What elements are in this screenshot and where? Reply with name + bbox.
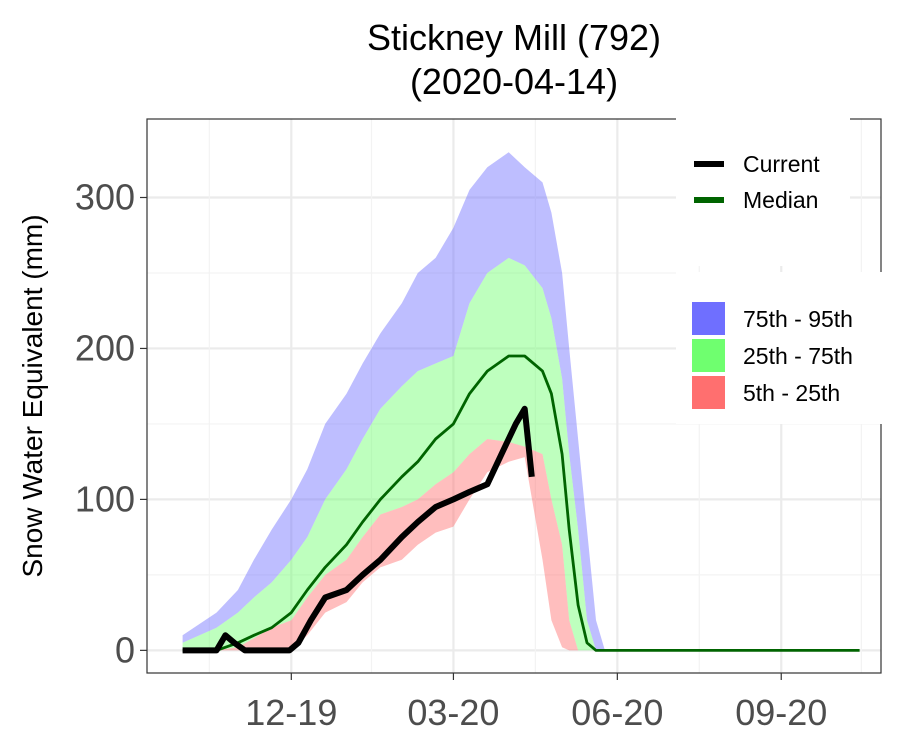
chart-title-group: Stickney Mill (792) (2020-04-14) — [367, 17, 661, 102]
chart-title: Stickney Mill (792) — [367, 17, 661, 58]
legend-label: 75th - 95th — [743, 306, 853, 332]
legend-label: Current — [743, 151, 820, 177]
legend-label: 25th - 75th — [743, 343, 853, 369]
y-axis-ticks: 0 100 200 300 — [75, 176, 147, 670]
y-tick-label: 0 — [115, 629, 135, 670]
legend-key-swatch — [692, 339, 725, 372]
y-axis-label: Snow Water Equivalent (mm) — [17, 214, 48, 577]
legend-label: Median — [743, 187, 818, 213]
series-lines — [182, 354, 860, 654]
legend-label: 5th - 25th — [743, 380, 840, 406]
x-tick-label: 12-19 — [245, 692, 337, 733]
band-75th-95th — [182, 152, 860, 651]
median-line — [182, 354, 860, 652]
legend: Current Median 75th - 95th 25th - 75th 5th -… — [676, 118, 886, 424]
legend-key-swatch — [692, 376, 725, 409]
legend-key-swatch — [692, 302, 725, 335]
band-25th-75th — [182, 257, 860, 651]
legend-lines-box — [676, 118, 850, 266]
chart-subtitle: (2020-04-14) — [410, 61, 618, 102]
x-tick-label: 03-20 — [407, 692, 499, 733]
x-tick-label: 09-20 — [735, 692, 827, 733]
current-line — [182, 405, 535, 654]
y-tick-label: 100 — [75, 478, 135, 519]
x-tick-label: 06-20 — [571, 692, 663, 733]
x-axis-ticks: 12-19 03-20 06-20 09-20 — [245, 673, 827, 733]
percentile-bands — [182, 152, 860, 651]
y-tick-label: 200 — [75, 327, 135, 368]
y-tick-label: 300 — [75, 176, 135, 217]
